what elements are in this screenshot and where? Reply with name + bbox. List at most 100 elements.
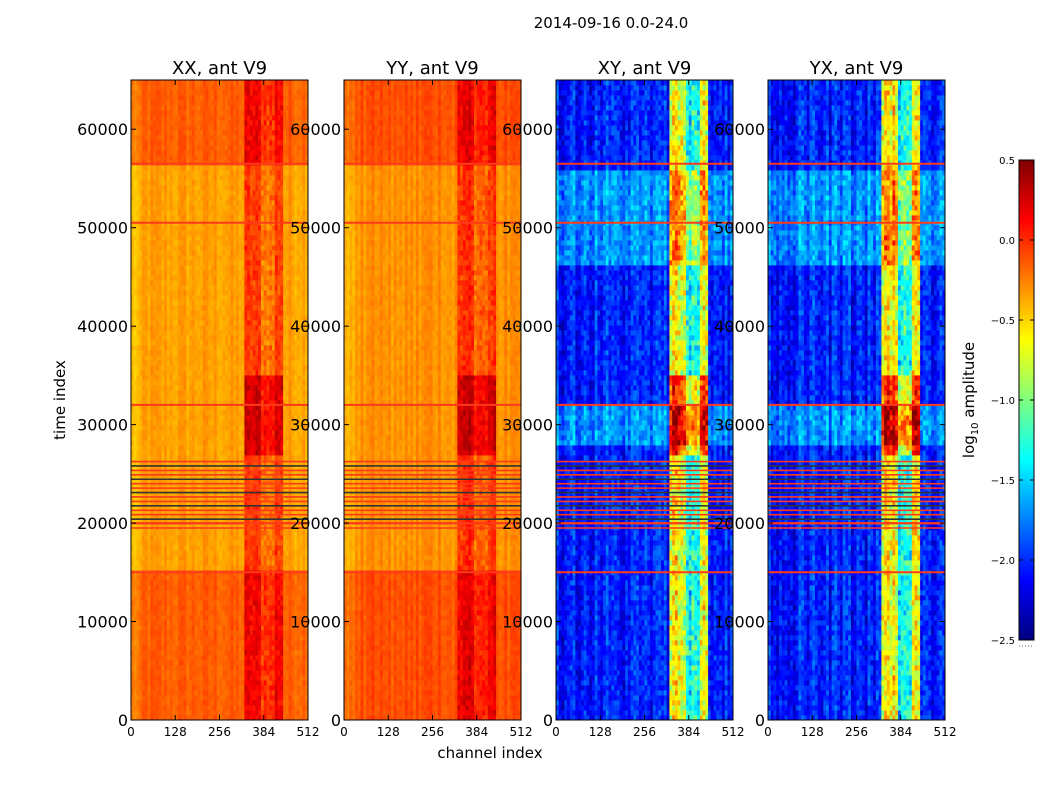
heatmap-cell: [260, 365, 265, 371]
heatmap-cell: [299, 680, 303, 686]
heatmap-cell: [260, 475, 265, 481]
heatmap-cell: [288, 390, 292, 396]
heatmap-cell: [283, 545, 287, 551]
heatmap-cell: [260, 650, 265, 656]
heatmap-cell: [258, 435, 262, 441]
heatmap-cell: [258, 365, 262, 371]
heatmap-cell: [142, 460, 146, 466]
heatmap-cell: [131, 455, 135, 461]
heatmap-cell: [247, 515, 251, 521]
heatmap-cell: [208, 385, 212, 391]
heatmap-cell: [194, 620, 198, 626]
heatmap-cell: [305, 690, 309, 696]
heatmap-cell: [296, 475, 301, 481]
heatmap-cell: [200, 510, 204, 516]
heatmap-cell: [280, 710, 284, 716]
heatmap-cell: [197, 410, 201, 416]
heatmap-cell: [180, 500, 184, 506]
heatmap-cell: [216, 340, 220, 346]
heatmap-cell: [252, 370, 256, 376]
heatmap-cell: [142, 550, 146, 556]
heatmap-cell: [219, 560, 223, 566]
heatmap-cell: [205, 605, 209, 611]
heatmap-cell: [255, 345, 259, 351]
heatmap-cell: [175, 430, 179, 436]
heatmap-cell: [233, 425, 237, 431]
heatmap-cell: [213, 545, 218, 551]
heatmap-cell: [147, 555, 151, 561]
heatmap-cell: [272, 635, 276, 641]
heatmap-cell: [197, 650, 201, 656]
heatmap-cell: [131, 665, 135, 671]
heatmap-cell: [150, 675, 154, 681]
heatmap-cell: [280, 680, 284, 686]
heatmap-cell: [178, 330, 182, 336]
heatmap-cell: [213, 665, 218, 671]
heatmap-cell: [260, 400, 265, 406]
heatmap-cell: [249, 605, 254, 611]
heatmap-cell: [241, 660, 245, 666]
heatmap-cell: [219, 505, 223, 511]
heatmap-cell: [216, 460, 220, 466]
heatmap-cell: [238, 645, 243, 651]
heatmap-cell: [197, 705, 201, 711]
heatmap-cell: [277, 585, 281, 591]
heatmap-cell: [222, 435, 226, 441]
heatmap-cell: [283, 420, 287, 426]
heatmap-cell: [280, 575, 284, 581]
heatmap-cell: [296, 645, 301, 651]
heatmap-cell: [186, 395, 190, 401]
heatmap-cell: [291, 615, 295, 621]
heatmap-cell: [197, 450, 201, 456]
heatmap-cell: [208, 575, 212, 581]
heatmap-cell: [296, 390, 301, 396]
heatmap-cell: [285, 440, 290, 446]
heatmap-cell: [208, 450, 212, 456]
heatmap-cell: [133, 475, 137, 481]
heatmap-cell: [219, 420, 223, 426]
heatmap-cell: [175, 565, 179, 571]
heatmap-cell: [133, 690, 137, 696]
heatmap-cell: [241, 390, 245, 396]
heatmap-cell: [225, 390, 229, 396]
heatmap-cell: [139, 390, 143, 396]
heatmap-cell: [131, 435, 135, 441]
heatmap-cell: [241, 395, 245, 401]
heatmap-cell: [280, 715, 284, 721]
heatmap-cell: [205, 540, 209, 546]
heatmap-cell: [172, 415, 176, 421]
heatmap-cell: [285, 470, 290, 476]
heatmap-cell: [233, 390, 237, 396]
heatmap-cell: [194, 345, 198, 351]
heatmap-cell: [216, 335, 220, 341]
heatmap-cell: [172, 355, 176, 361]
heatmap-cell: [272, 360, 276, 366]
heatmap-cell: [291, 385, 295, 391]
heatmap-cell: [202, 715, 207, 721]
heatmap-cell: [172, 475, 176, 481]
heatmap-cell: [305, 685, 309, 691]
heatmap-cell: [236, 605, 240, 611]
heatmap-cell: [131, 550, 135, 556]
heatmap-cell: [211, 650, 215, 656]
heatmap-cell: [208, 665, 212, 671]
heatmap-cell: [236, 395, 240, 401]
heatmap-cell: [197, 445, 201, 451]
heatmap-cell: [272, 675, 276, 681]
heatmap-cell: [241, 335, 245, 341]
heatmap-cell: [200, 480, 204, 486]
heatmap-cell: [255, 390, 259, 396]
heatmap-cell: [219, 600, 223, 606]
heatmap-cell: [291, 575, 295, 581]
heatmap-cell: [291, 360, 295, 366]
heatmap-cell: [164, 475, 168, 481]
heatmap-cell: [150, 660, 154, 666]
heatmap-cell: [252, 350, 256, 356]
heatmap-cell: [233, 555, 237, 561]
heatmap-cell: [205, 475, 209, 481]
heatmap-cell: [205, 445, 209, 451]
heatmap-cell: [200, 600, 204, 606]
heatmap-cell: [208, 620, 212, 626]
heatmap-cell: [180, 340, 184, 346]
heatmap-cell: [272, 445, 276, 451]
